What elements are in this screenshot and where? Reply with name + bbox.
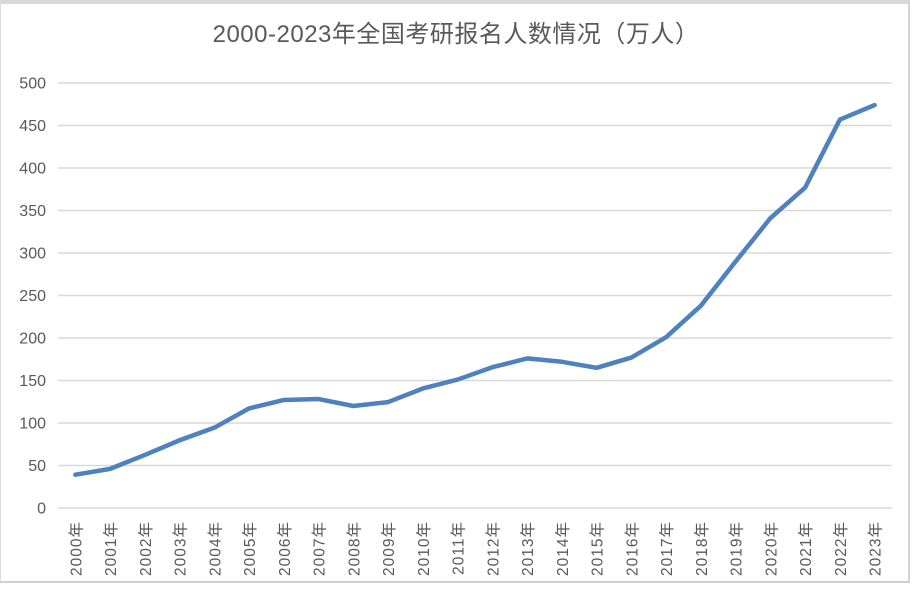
y-tick-label: 50 [28, 458, 46, 475]
x-tick-label: 2011年 [450, 521, 468, 575]
y-tick-label: 300 [19, 246, 46, 263]
y-tick-label: 150 [19, 373, 46, 390]
x-tick-label: 2018年 [693, 521, 711, 576]
x-tick-label: 2009年 [380, 521, 398, 576]
x-tick-label: 2008年 [345, 521, 363, 576]
x-tick-label: 2015年 [589, 521, 607, 576]
x-tick-label: 2013年 [519, 521, 537, 576]
x-tick-label: 2022年 [832, 521, 850, 576]
y-tick-label: 400 [19, 161, 46, 178]
x-tick-label: 2023年 [867, 521, 885, 576]
x-tick-label: 2001年 [102, 521, 120, 576]
x-tick-label: 2010年 [415, 521, 433, 576]
x-tick-label: 2021年 [797, 521, 815, 576]
y-tick-label: 500 [19, 76, 46, 93]
y-tick-label: 250 [19, 288, 46, 305]
x-tick-label: 2017年 [658, 521, 676, 576]
x-tick-label: 2014年 [554, 521, 572, 576]
x-tick-label: 2012年 [484, 521, 502, 576]
chart-title: 2000-2023年全国考研报名人数情况（万人） [212, 21, 700, 48]
x-tick-label: 2006年 [276, 521, 294, 576]
x-tick-label: 2004年 [206, 521, 224, 576]
x-tick-label: 2019年 [728, 521, 746, 576]
y-tick-label: 200 [19, 331, 46, 348]
x-tick-label: 2003年 [172, 521, 190, 576]
y-tick-label: 0 [37, 501, 46, 518]
x-tick-label: 2005年 [241, 521, 259, 576]
x-tick-label: 2002年 [137, 521, 155, 576]
x-tick-label: 2000年 [67, 521, 85, 576]
data-line [73, 102, 877, 477]
x-tick-label: 2007年 [311, 521, 329, 576]
y-tick-label: 450 [19, 118, 46, 135]
y-tick-label: 100 [19, 416, 46, 433]
x-tick-label: 2016年 [623, 521, 641, 576]
x-tick-label: 2020年 [762, 521, 780, 576]
y-tick-label: 350 [19, 203, 46, 220]
